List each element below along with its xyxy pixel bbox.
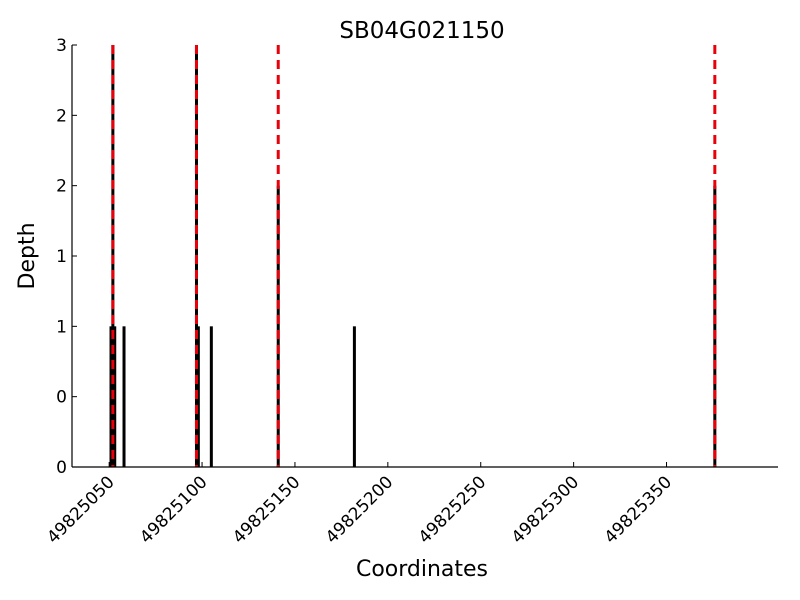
x-tick-label-3: 49825200 xyxy=(322,472,397,547)
x-tick-label-6: 49825350 xyxy=(601,472,676,547)
bar-9 xyxy=(713,185,717,467)
chart-title: SB04G021150 xyxy=(339,18,504,44)
bars-layer xyxy=(109,45,717,467)
bar-3 xyxy=(122,326,126,467)
bar-5 xyxy=(196,326,200,467)
bar-0 xyxy=(109,326,113,467)
y-tick-label-0: 0 xyxy=(56,458,67,478)
x-tick-label-1: 49825100 xyxy=(136,472,211,547)
marker-lines-layer xyxy=(111,45,717,467)
y-tick-label-6: 3 xyxy=(56,36,67,56)
x-tick-label-2: 49825150 xyxy=(229,472,304,547)
y-tick-label-3: 1 xyxy=(56,247,67,267)
bar-8 xyxy=(352,326,356,467)
y-tick-label-5: 2 xyxy=(56,106,67,126)
axes-layer xyxy=(71,45,778,468)
x-tick-label-4: 49825250 xyxy=(415,472,490,547)
y-tick-label-1: 0 xyxy=(56,388,67,408)
bar-2 xyxy=(113,326,117,467)
y-tick-label-4: 2 xyxy=(56,177,67,197)
y-tick-label-2: 1 xyxy=(56,317,67,337)
bar-6 xyxy=(209,326,213,467)
x-tick-label-5: 49825300 xyxy=(508,472,583,547)
x-tick-label-0: 49825050 xyxy=(43,472,118,547)
x-axis-label: Coordinates xyxy=(356,557,488,582)
y-axis-label: Depth xyxy=(15,222,40,289)
bar-7 xyxy=(276,185,280,467)
